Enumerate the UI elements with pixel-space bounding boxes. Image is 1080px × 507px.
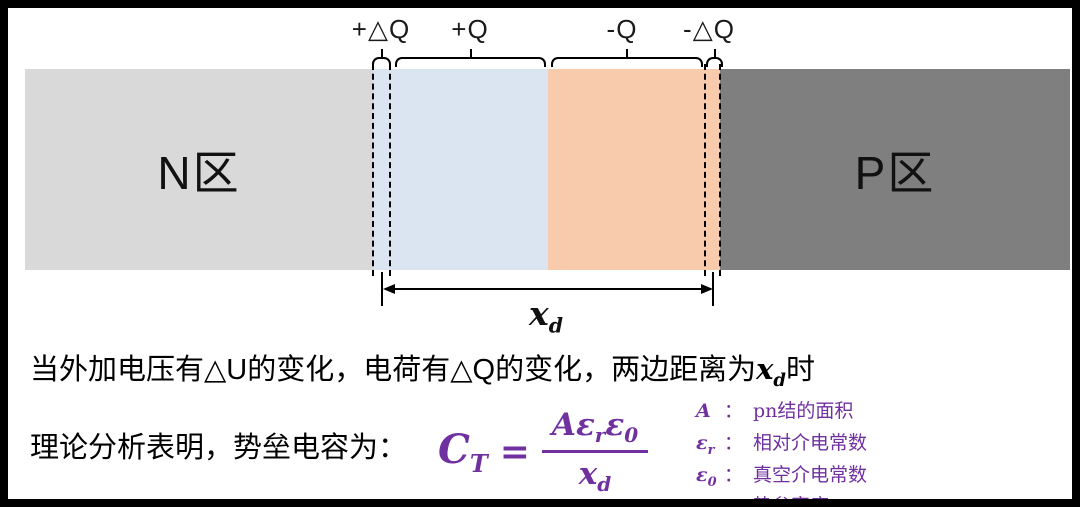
region-n: N区 bbox=[25, 69, 373, 270]
legend-colon: ： bbox=[724, 431, 744, 454]
dashed-boundary-line-2 bbox=[389, 64, 391, 276]
brace-minus-delta-q bbox=[706, 49, 723, 67]
legend-item-epsilon-r: εr：相对介电常数 bbox=[696, 431, 867, 463]
charge-label-minus-q: -Q bbox=[606, 14, 638, 44]
legend-symbol-xd: xd bbox=[696, 494, 724, 507]
legend-item-area: A ： pn结的面积 bbox=[696, 399, 867, 431]
width-label-symbol: x bbox=[529, 294, 549, 333]
formula-equals: = bbox=[499, 430, 530, 473]
legend-symbol-xd-char: x bbox=[696, 495, 708, 507]
legend-colon: ： bbox=[724, 495, 744, 507]
formula-den-symbol: x bbox=[578, 456, 598, 493]
legend-symbol-epsilon-0-sub: 0 bbox=[707, 474, 717, 490]
caption-line2-text: 理论分析表明，势垒电容为： bbox=[30, 432, 408, 464]
brace-minus-q bbox=[551, 49, 703, 67]
dashed-boundary-line-3 bbox=[704, 64, 706, 276]
legend-colon: ： bbox=[724, 463, 744, 486]
brace-tick bbox=[626, 49, 628, 58]
formula-fraction-bar bbox=[541, 450, 649, 454]
symbol-legend: A：pn结的面积 εr：相对介电常数 ε0：真空介电常数 xd：势垒宽度 bbox=[696, 399, 867, 507]
brace-plus-q bbox=[395, 49, 546, 67]
width-label-subscript: d bbox=[548, 313, 563, 338]
dashed-boundary-line-4 bbox=[719, 64, 721, 276]
caption-line1-math-symbol: x bbox=[756, 352, 774, 386]
formula-numerator: Aεrε0 bbox=[542, 407, 648, 450]
formula-lhs: CT bbox=[438, 426, 488, 478]
brace-tick bbox=[469, 49, 472, 58]
region-depletion-p bbox=[548, 69, 720, 270]
charge-label-minus-delta-q: -△Q bbox=[683, 14, 735, 44]
legend-item-epsilon-0: ε0：真空介电常数 bbox=[696, 463, 867, 495]
legend-symbol-epsilon-r-char: ε bbox=[696, 431, 708, 454]
legend-label-epsilon-0: 真空介电常数 bbox=[753, 463, 868, 486]
caption-line1-text: 当外加电压有△U的变化，电荷有△Q的变化，两边距离为 bbox=[30, 354, 757, 386]
legend-label-xd: 势垒宽度 bbox=[753, 495, 830, 507]
legend-label-epsilon-r: 相对介电常数 bbox=[753, 431, 868, 454]
width-arrow bbox=[383, 284, 713, 294]
legend-symbol-epsilon-0: ε0 bbox=[696, 463, 724, 495]
legend-symbol-a-char: A bbox=[696, 400, 711, 422]
legend-colon: ： bbox=[724, 400, 744, 422]
charge-label-plus-delta-q: +△Q bbox=[351, 14, 411, 44]
brace-tick bbox=[713, 49, 716, 58]
region-p-label: P区 bbox=[854, 146, 936, 199]
formula-num-a: A bbox=[551, 407, 576, 443]
width-tick-left bbox=[381, 272, 383, 306]
legend-item-xd: xd： 势垒宽度 bbox=[696, 494, 867, 507]
region-p: P区 bbox=[720, 69, 1070, 270]
formula-denominator: xd bbox=[579, 453, 611, 496]
formula-num-epsilon-0: ε bbox=[605, 407, 625, 443]
dashed-boundary-line-1 bbox=[372, 64, 374, 276]
caption-line1-suffix: 时 bbox=[785, 354, 815, 386]
caption-line1: 当外加电压有△U的变化，电荷有△Q的变化，两边距离为xd时 bbox=[30, 346, 815, 391]
caption-line1-math-subscript: d bbox=[773, 369, 786, 391]
legend-label-area: pn结的面积 bbox=[753, 400, 854, 422]
formula-lhs-symbol: C bbox=[438, 425, 470, 473]
region-n-label: N区 bbox=[157, 146, 241, 199]
legend-symbol-epsilon-r-sub: r bbox=[707, 442, 715, 458]
width-label: xd bbox=[529, 294, 563, 338]
formula-lhs-subscript: T bbox=[469, 448, 488, 478]
region-depletion-n bbox=[373, 69, 548, 270]
caption-line2: 理论分析表明，势垒电容为： bbox=[30, 424, 407, 466]
formula-fraction: Aεrε0 xd bbox=[541, 407, 649, 496]
capacitance-formula: CT = Aεrε0 xd bbox=[438, 407, 649, 496]
brace-tick bbox=[380, 49, 383, 58]
formula-num-epsilon-r-sub: r bbox=[594, 423, 606, 448]
legend-symbol-a: A bbox=[696, 399, 724, 431]
formula-num-epsilon-0-sub: 0 bbox=[624, 423, 639, 448]
formula-den-subscript: d bbox=[597, 472, 612, 497]
legend-symbol-epsilon-0-char: ε bbox=[696, 463, 708, 486]
brace-plus-delta-q bbox=[372, 49, 391, 67]
legend-symbol-epsilon-r: εr bbox=[696, 431, 724, 463]
charge-label-plus-q: +Q bbox=[451, 14, 489, 44]
formula-num-epsilon-r: ε bbox=[575, 407, 595, 443]
